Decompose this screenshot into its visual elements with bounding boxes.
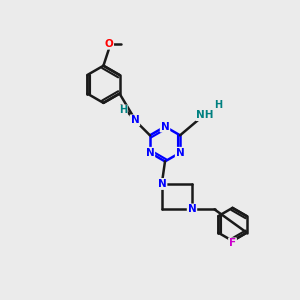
Text: F: F bbox=[229, 238, 236, 248]
Text: NH: NH bbox=[196, 110, 214, 120]
Text: N: N bbox=[160, 122, 169, 132]
Text: H: H bbox=[119, 105, 127, 116]
Text: O: O bbox=[104, 39, 113, 49]
Text: N: N bbox=[188, 204, 196, 214]
Text: N: N bbox=[130, 115, 139, 125]
Text: N: N bbox=[158, 179, 166, 189]
Text: H: H bbox=[214, 100, 222, 110]
Text: N: N bbox=[158, 179, 166, 189]
Text: N: N bbox=[146, 148, 154, 158]
Text: N: N bbox=[176, 148, 184, 158]
